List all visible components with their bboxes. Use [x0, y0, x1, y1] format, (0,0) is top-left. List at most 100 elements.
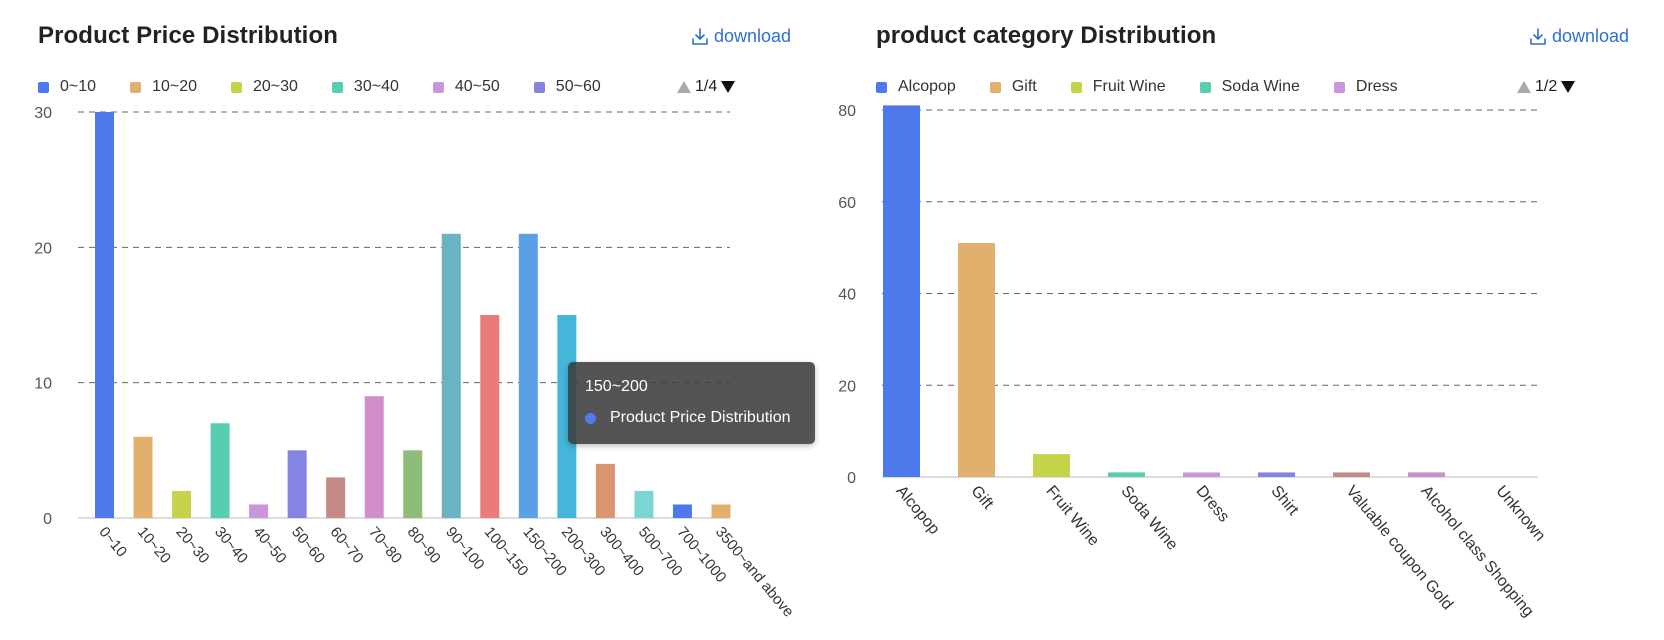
bar	[287, 450, 307, 518]
bar	[441, 233, 461, 519]
y-tick-label: 20	[34, 240, 52, 257]
legend-label: Alcopop	[898, 78, 956, 95]
bar	[210, 423, 230, 518]
legend-item[interactable]: 30~40	[331, 78, 399, 96]
legend-page-indicator: 1/4	[695, 78, 718, 95]
bar	[883, 105, 920, 477]
legend-swatch	[533, 81, 545, 93]
tooltip-category: 150~200	[585, 378, 648, 395]
x-tick-label: Shirt	[1267, 483, 1302, 520]
legend-item[interactable]: 20~30	[230, 78, 298, 96]
legend-label: Fruit Wine	[1092, 78, 1166, 95]
legend-swatch	[230, 81, 242, 93]
y-tick-label: 10	[34, 376, 52, 393]
tooltip-series-row: Product Price Distribution	[585, 409, 791, 427]
legend-label: 50~60	[555, 78, 601, 95]
download-icon	[1530, 27, 1546, 45]
x-tick-label: Soda Wine	[1117, 483, 1180, 554]
legend: 0~10 10~20 20~30 30~40 40~50 50~60	[38, 78, 635, 96]
price-distribution-panel: Product Price Distribution download 0~10…	[0, 0, 820, 640]
chart-title: Product Price Distribution	[38, 22, 338, 49]
legend-item[interactable]: Gift	[989, 78, 1037, 96]
legend-item[interactable]: 10~20	[130, 78, 197, 96]
bar	[480, 315, 500, 518]
chart-title: product category Distribution	[876, 22, 1217, 49]
x-tick-label: 0~10	[95, 524, 130, 561]
price-bar-chart: 0 10 20 30 0~10 10~2020~3030~4040~5050~6060~7…	[34, 105, 797, 621]
x-tick-label: Unknown	[1492, 483, 1548, 545]
download-button[interactable]: download	[1528, 26, 1629, 47]
page-down-icon[interactable]	[720, 79, 736, 95]
legend-label: 40~50	[454, 78, 500, 95]
bar	[958, 243, 995, 477]
legend-item[interactable]: 0~10	[38, 78, 96, 96]
legend-item[interactable]: Soda Wine	[1199, 78, 1300, 96]
page-up-icon[interactable]	[1516, 79, 1532, 95]
y-tick-label: 60	[838, 195, 856, 212]
x-tick-label: Fruit Wine	[1042, 483, 1102, 550]
bar	[403, 450, 423, 518]
x-tick-label: Dress	[1192, 483, 1232, 526]
legend-swatch	[1199, 81, 1211, 93]
download-icon	[692, 27, 708, 45]
legend-label: Dress	[1355, 78, 1398, 95]
legend-item[interactable]: Dress	[1333, 78, 1398, 96]
legend-swatch	[876, 81, 887, 93]
y-tick-label: 30	[34, 105, 52, 122]
download-label: download	[1552, 26, 1630, 46]
page-up-icon[interactable]	[676, 79, 692, 95]
x-tick-label: 30~40	[211, 524, 251, 567]
bar	[172, 490, 192, 518]
legend-swatch	[432, 81, 444, 93]
legend-item[interactable]: Alcopop	[876, 78, 956, 96]
bar	[364, 396, 384, 518]
legend-label: 30~40	[353, 78, 399, 95]
x-tick-label: Gift	[967, 483, 996, 513]
bar	[711, 504, 731, 518]
bar	[133, 436, 153, 518]
legend-item[interactable]: 40~50	[432, 78, 500, 96]
legend-swatch	[989, 81, 1001, 93]
page-down-icon[interactable]	[1560, 79, 1576, 95]
chart-tooltip: 150~200 Product Price Distribution	[568, 362, 815, 444]
legend-swatch	[1333, 81, 1345, 93]
legend-item[interactable]: Fruit Wine	[1070, 78, 1166, 96]
bar	[1108, 472, 1145, 477]
legend-pager: 1/4	[676, 78, 736, 96]
bar	[1033, 454, 1070, 477]
y-tick-label: 0	[847, 470, 856, 487]
download-button[interactable]: download	[690, 26, 791, 47]
legend-swatch	[1070, 81, 1082, 93]
x-tick-label: 80~90	[404, 524, 444, 567]
legend-label: Gift	[1011, 78, 1037, 95]
legend-label: 10~20	[152, 78, 197, 95]
category-bar-chart: 0 20 40 60 80 Alcopop Gift Fruit Wine Soda Wine D…	[838, 103, 1548, 620]
x-tick-label: 40~50	[250, 524, 290, 567]
category-distribution-panel: product category Distribution download A…	[838, 0, 1664, 640]
bar	[1333, 472, 1370, 477]
legend-label: Soda Wine	[1221, 78, 1300, 95]
legend-pager: 1/2	[1516, 78, 1576, 96]
bar	[672, 504, 692, 518]
bar	[595, 463, 615, 518]
bar	[634, 490, 654, 518]
legend-label: 20~30	[252, 78, 298, 95]
legend-item[interactable]: 50~60	[533, 78, 601, 96]
y-tick-label: 0	[43, 511, 52, 528]
bar	[249, 504, 269, 518]
x-tick-label: 60~70	[327, 524, 367, 567]
bar	[518, 233, 538, 519]
x-tick-label: 20~30	[172, 524, 212, 567]
x-tick-label: 10~20	[134, 524, 174, 567]
legend-swatch	[130, 81, 142, 93]
bar	[1183, 472, 1220, 477]
legend-label: 0~10	[60, 78, 97, 95]
legend-swatch	[38, 81, 49, 93]
tooltip-series-marker	[585, 412, 596, 424]
y-tick-label: 80	[838, 103, 856, 120]
bar	[1258, 472, 1295, 477]
legend-swatch	[331, 81, 343, 93]
tooltip-series-name: Product Price Distribution	[610, 409, 791, 426]
download-label: download	[714, 26, 792, 46]
bar	[95, 112, 114, 518]
